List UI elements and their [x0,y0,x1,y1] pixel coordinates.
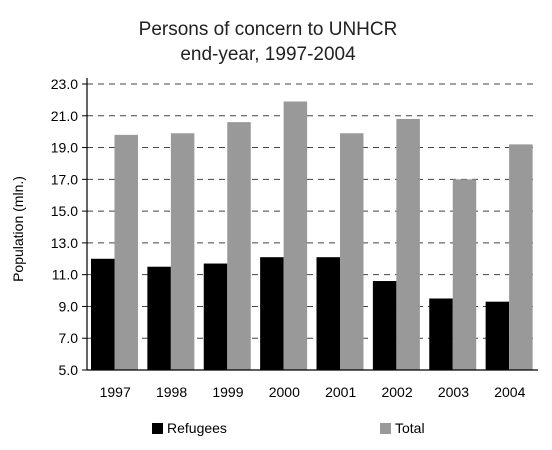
bar-refugees-2001 [316,257,340,370]
y-tick-label: 21.0 [51,108,78,124]
legend-swatch-refugees [152,423,163,434]
bar-refugees-1998 [147,266,171,370]
bar-refugees-1997 [91,258,115,370]
bar-total-1999 [227,122,251,370]
legend-label-total: Total [395,420,425,436]
x-tick-label: 2003 [438,384,469,400]
y-tick-label: 11.0 [52,267,78,283]
bar-refugees-2003 [429,298,453,370]
y-tick-label: 23.0 [51,76,78,92]
y-tick-label: 13.0 [51,235,78,251]
legend-item-total: Total [380,420,425,436]
y-tick-label: 5.0 [59,362,79,378]
bar-total-2001 [340,133,364,370]
legend-label-refugees: Refugees [167,420,227,436]
bar-total-1997 [114,134,138,370]
bar-total-1998 [170,133,195,370]
y-tick-label: 7.0 [59,330,79,346]
y-tick-label: 17.0 [51,171,78,187]
bar-total-2003 [452,179,477,370]
bar-total-2004 [509,144,533,370]
bar-total-2000 [283,101,308,370]
chart-subtitle: end-year, 1997-2004 [180,44,356,65]
x-tick-label: 2002 [381,384,412,400]
chart-title: Persons of concern to UNHCR [138,19,398,40]
bar-refugees-2002 [372,281,397,370]
bar-refugees-1999 [203,263,228,370]
x-tick-label: 2004 [494,384,525,400]
bar-total-2002 [396,118,420,370]
y-tick-label: 19.0 [51,140,78,156]
legend-item-refugees: Refugees [152,420,227,436]
bar-refugees-2000 [260,257,284,370]
y-tick-label: 15.0 [51,203,78,219]
x-tick-label: 1998 [156,384,187,400]
x-tick-label: 2000 [269,384,300,400]
x-tick-label: 2001 [325,384,356,400]
x-tick-label: 1997 [100,384,131,400]
legend-swatch-total [380,423,391,434]
x-tick-label: 1999 [212,384,243,400]
y-tick-label: 9.0 [59,298,79,314]
bar-refugees-2004 [485,301,510,370]
